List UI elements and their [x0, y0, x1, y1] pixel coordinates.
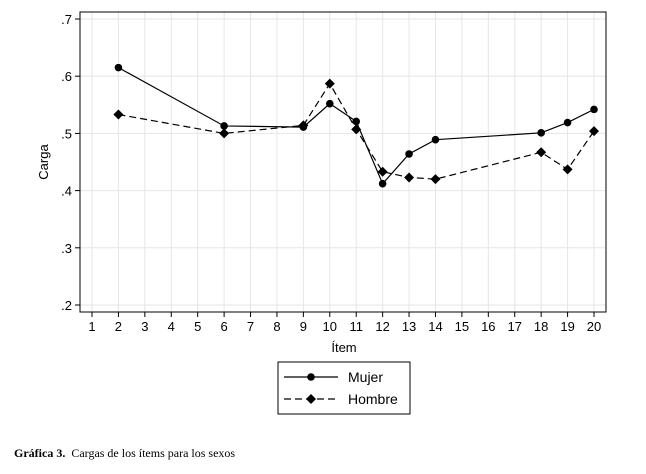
- x-tick-label: 7: [247, 319, 254, 334]
- x-tick-label: 9: [300, 319, 307, 334]
- data-point-mujer: [114, 63, 123, 72]
- x-tick-label: 3: [141, 319, 148, 334]
- legend-item-hombre: Hombre: [284, 391, 398, 407]
- data-point-hombre: [589, 126, 599, 137]
- data-point-mujer: [431, 135, 440, 144]
- data-point-mujer: [352, 117, 361, 126]
- data-point-mujer: [405, 150, 413, 158]
- legend-marker: [306, 394, 316, 404]
- grid-lines: [80, 12, 606, 312]
- legend: Mujer Hombre: [277, 361, 411, 415]
- x-tick-label: 15: [455, 319, 469, 334]
- y-tick-label: .3: [61, 241, 72, 256]
- y-axis-label: Carga: [36, 144, 51, 180]
- x-tick-label: 17: [508, 319, 522, 334]
- legend-label: Mujer: [348, 369, 383, 385]
- caption-text: Cargas de los ítems para los sexos: [71, 446, 236, 460]
- line-chart: 1 2 3 4 5 6 7 8 9 10 11 12 13 14 15 16 17 18 19 20.2.3.4.5.…: [36, 11, 607, 415]
- legend-label: Hombre: [348, 391, 398, 407]
- legend-box: [277, 361, 411, 415]
- x-tick-label: 16: [481, 319, 495, 334]
- tick-labels: 1 2 3 4 5 6 7 8 9 10 11 12 13 14 15 16 17 18 19 20.2.3.4.5.…: [61, 12, 601, 334]
- series-mujer: [114, 63, 598, 188]
- y-tick-label: .2: [61, 298, 72, 313]
- legend-marker: [307, 373, 315, 381]
- y-tick-label: .7: [61, 12, 72, 27]
- data-point-mujer: [325, 99, 334, 108]
- x-tick-label: 2: [115, 319, 122, 334]
- data-point-hombre: [219, 128, 230, 139]
- data-point-hombre: [430, 174, 441, 185]
- series-layer: [113, 63, 599, 188]
- x-tick-label: 1: [88, 319, 95, 334]
- x-tick-label: 6: [220, 319, 227, 334]
- axes: [75, 11, 607, 317]
- data-point-mujer: [220, 122, 228, 130]
- x-tick-label: 4: [168, 319, 175, 334]
- data-point-hombre: [113, 109, 124, 120]
- y-tick-label: .6: [61, 69, 72, 84]
- data-point-hombre: [351, 124, 362, 135]
- caption-label: Gráfica 3.: [14, 446, 66, 460]
- legend-item-mujer: Mujer: [284, 369, 383, 385]
- data-point-hombre: [562, 164, 573, 175]
- x-tick-label: 13: [402, 319, 416, 334]
- data-point-hombre: [536, 147, 547, 158]
- data-point-mujer: [537, 129, 545, 137]
- y-tick-label: .4: [61, 184, 72, 199]
- x-tick-label: 12: [375, 319, 389, 334]
- x-axis-label: Ítem: [331, 340, 356, 355]
- x-tick-label: 10: [323, 319, 337, 334]
- x-tick-label: 14: [428, 319, 442, 334]
- x-tick-label: 18: [534, 319, 548, 334]
- data-point-hombre: [298, 120, 309, 131]
- x-tick-label: 11: [349, 319, 363, 334]
- x-tick-label: 20: [587, 319, 601, 334]
- x-tick-label: 5: [194, 319, 201, 334]
- y-tick-label: .5: [61, 126, 72, 141]
- x-tick-label: 19: [560, 319, 574, 334]
- series-hombre: [113, 78, 599, 185]
- x-tick-label: 8: [273, 319, 280, 334]
- figure-caption: Gráfica 3. Cargas de los ítems para los …: [14, 446, 235, 461]
- data-point-mujer: [563, 118, 572, 127]
- data-point-hombre: [377, 166, 388, 177]
- data-point-mujer: [590, 105, 598, 114]
- series-line-hombre: [118, 82, 595, 180]
- data-point-hombre: [404, 172, 415, 183]
- plot-border: [79, 11, 607, 313]
- data-point-hombre: [324, 78, 335, 89]
- data-point-mujer: [378, 179, 387, 188]
